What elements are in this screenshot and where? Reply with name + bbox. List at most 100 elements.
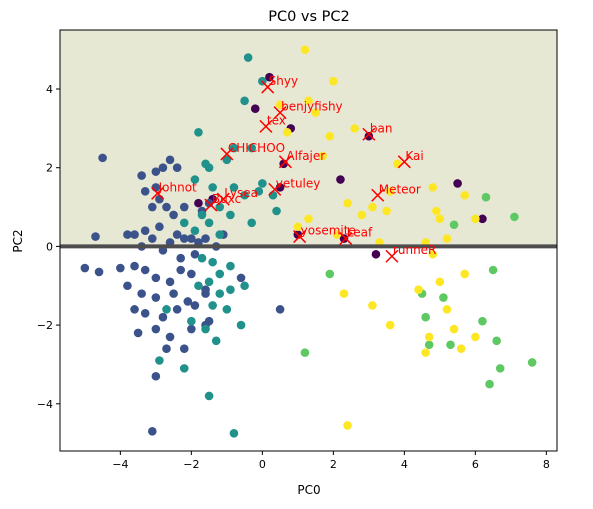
scatter-point bbox=[130, 305, 139, 314]
annotation-label: vetuley bbox=[276, 176, 321, 190]
scatter-point bbox=[510, 213, 519, 222]
annotation-label: Shyy bbox=[269, 74, 298, 88]
scatter-point bbox=[436, 278, 445, 287]
scatter-point bbox=[304, 215, 313, 224]
scatter-point bbox=[283, 128, 292, 137]
scatter-point bbox=[159, 313, 168, 322]
scatter-point bbox=[450, 325, 459, 334]
scatter-point bbox=[187, 317, 196, 326]
x-tick-label: 8 bbox=[543, 458, 550, 471]
scatter-point bbox=[180, 203, 189, 212]
annotation-label: Alfajer bbox=[286, 149, 325, 163]
scatter-point bbox=[237, 274, 246, 283]
scatter-point bbox=[471, 333, 480, 342]
scatter-point bbox=[425, 340, 434, 349]
y-axis-label: PC2 bbox=[11, 229, 25, 252]
scatter-point bbox=[326, 132, 335, 141]
scatter-point bbox=[215, 230, 224, 239]
scatter-point bbox=[95, 268, 104, 277]
scatter-point bbox=[98, 154, 107, 163]
x-tick-label: −2 bbox=[183, 458, 199, 471]
scatter-point bbox=[223, 305, 232, 314]
y-tick-label: −4 bbox=[37, 398, 53, 411]
x-tick-label: −4 bbox=[112, 458, 128, 471]
scatter-point bbox=[240, 281, 249, 290]
scatter-point bbox=[343, 199, 352, 208]
scatter-point bbox=[301, 348, 310, 357]
scatter-point bbox=[489, 266, 498, 275]
scatter-point bbox=[329, 77, 338, 86]
x-tick-label: 6 bbox=[472, 458, 479, 471]
scatter-point bbox=[141, 187, 150, 196]
scatter-point bbox=[208, 258, 217, 267]
scatter-point bbox=[421, 313, 430, 322]
scatter-point bbox=[159, 163, 168, 172]
y-tick-label: 4 bbox=[46, 83, 53, 96]
annotation-label: CHICHOO bbox=[228, 141, 285, 155]
scatter-point bbox=[176, 266, 185, 275]
scatter-point bbox=[137, 289, 146, 298]
scatter-point bbox=[194, 281, 203, 290]
scatter-point bbox=[191, 301, 200, 310]
scatter-point bbox=[198, 211, 207, 220]
scatter-point bbox=[258, 179, 267, 188]
scatter-point bbox=[169, 289, 178, 298]
x-tick-label: 2 bbox=[330, 458, 337, 471]
scatter-point bbox=[81, 264, 90, 273]
scatter-point bbox=[372, 250, 381, 259]
scatter-point bbox=[169, 211, 178, 220]
scatter-point bbox=[205, 163, 214, 172]
scatter-point bbox=[152, 274, 161, 283]
scatter-point bbox=[173, 305, 182, 314]
scatter-point bbox=[141, 309, 150, 318]
scatter-point bbox=[162, 305, 171, 314]
scatter-point bbox=[173, 163, 182, 172]
scatter-point bbox=[194, 199, 203, 208]
scatter-point bbox=[155, 195, 164, 204]
scatter-point bbox=[450, 220, 459, 229]
scatter-point bbox=[208, 183, 217, 192]
scatter-point bbox=[91, 232, 100, 241]
scatter-point bbox=[436, 215, 445, 224]
scatter-point bbox=[176, 254, 185, 263]
scatter-point bbox=[443, 305, 452, 314]
scatter-point bbox=[180, 218, 189, 227]
scatter-point bbox=[443, 234, 452, 243]
scatter-point bbox=[439, 293, 448, 302]
annotation-label: Leaf bbox=[347, 226, 373, 240]
scatter-point bbox=[116, 264, 125, 273]
scatter-point bbox=[148, 427, 157, 436]
y-tick-label: 0 bbox=[46, 240, 53, 253]
scatter-point bbox=[152, 372, 161, 381]
annotation-label: Johnot bbox=[158, 180, 197, 194]
scatter-point bbox=[336, 175, 345, 184]
scatter-point bbox=[421, 348, 430, 357]
x-tick-label: 0 bbox=[259, 458, 266, 471]
scatter-point bbox=[276, 305, 285, 314]
annotation-label: tex bbox=[267, 113, 286, 127]
scatter-point bbox=[191, 226, 200, 235]
scatter-point bbox=[180, 344, 189, 353]
scatter-point bbox=[208, 301, 217, 310]
scatter-point bbox=[152, 293, 161, 302]
scatter-point bbox=[226, 285, 235, 294]
scatter-point bbox=[247, 218, 256, 227]
scatter-point bbox=[166, 333, 175, 342]
scatter-point bbox=[478, 317, 487, 326]
upper-region-shade bbox=[60, 30, 557, 246]
scatter-point bbox=[432, 207, 441, 216]
scatter-point bbox=[428, 183, 437, 192]
scatter-point bbox=[215, 289, 224, 298]
y-tick-label: −2 bbox=[37, 319, 53, 332]
scatter-point bbox=[187, 270, 196, 279]
scatter-point bbox=[141, 226, 150, 235]
scatter-point bbox=[460, 191, 469, 200]
scatter-point bbox=[226, 262, 235, 271]
scatter-point bbox=[496, 364, 505, 373]
scatter-point bbox=[162, 344, 171, 353]
chart-title: PC0 vs PC2 bbox=[268, 9, 350, 25]
scatter-point bbox=[414, 285, 423, 294]
scatter-point bbox=[166, 278, 175, 287]
scatter-point bbox=[180, 364, 189, 373]
scatter-point bbox=[492, 337, 501, 346]
